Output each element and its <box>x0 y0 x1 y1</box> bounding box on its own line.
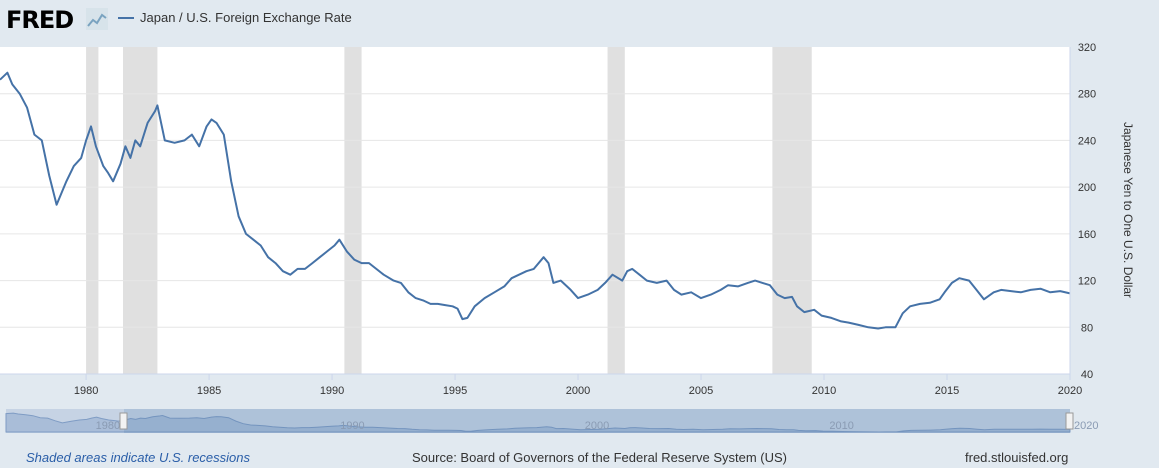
line-chart[interactable]: 1980 1985 1990 1995 2000 2005 2010 2015 2020 40 8… <box>0 0 1159 445</box>
recession-band <box>607 47 625 374</box>
y-tick-label: 240 <box>1078 135 1096 147</box>
chart-header: FRED Japan / U.S. Foreign Exchange Rate <box>0 0 1159 40</box>
y-tick-label: 200 <box>1078 182 1096 194</box>
legend-label: Japan / U.S. Foreign Exchange Rate <box>140 10 352 25</box>
y-tick-label: 120 <box>1078 276 1096 288</box>
navigator-handle-right[interactable] <box>1065 412 1074 430</box>
legend-swatch <box>118 16 134 19</box>
navigator-labels: 1980 1990 2000 2010 2020 <box>96 420 1099 432</box>
series-layer <box>0 71 1071 330</box>
navigator-selection <box>124 409 1070 433</box>
plot-background <box>0 47 1070 374</box>
recession-bands <box>86 47 812 374</box>
gridlines <box>0 93 1070 328</box>
y-tick-label: 160 <box>1078 229 1096 241</box>
recession-band <box>344 47 362 374</box>
x-tick-label: 1980 <box>74 385 98 397</box>
navigator-label: 2020 <box>1074 420 1098 432</box>
x-tick-label: 2015 <box>935 385 959 397</box>
x-tick-label: 2020 <box>1058 385 1082 397</box>
x-tick-label: 2000 <box>566 385 590 397</box>
navigator-label: 2010 <box>829 420 853 432</box>
y-axis-label: Japanese Yen to One U.S. Dollar <box>1121 122 1135 298</box>
navigator-label: 2000 <box>585 420 609 432</box>
range-navigator[interactable]: 1980 1990 2000 2010 2020 <box>5 409 1099 433</box>
recession-band <box>772 47 812 374</box>
recession-band <box>122 47 158 374</box>
x-tick-label: 1985 <box>197 385 221 397</box>
chart-line-icon <box>86 8 108 30</box>
y-tick-label: 80 <box>1081 322 1093 334</box>
series-line <box>0 71 1071 330</box>
x-tick-label: 2005 <box>689 385 713 397</box>
x-tick-label: 1995 <box>443 385 467 397</box>
navigator-handle-left[interactable] <box>119 412 128 430</box>
y-tick-label: 320 <box>1078 42 1096 54</box>
fred-logo[interactable]: FRED <box>6 6 74 34</box>
x-axis: 1980 1985 1990 1995 2000 2005 2010 2015 2020 <box>0 373 1082 397</box>
chart-footer: Shaded areas indicate U.S. recessions So… <box>0 445 1159 468</box>
x-tick-label: 1990 <box>320 385 344 397</box>
x-tick-label: 2010 <box>812 385 836 397</box>
source-note: Source: Board of Governors of the Federa… <box>412 450 787 465</box>
recession-note: Shaded areas indicate U.S. recessions <box>26 450 251 465</box>
y-axis: 40 80 120 160 200 240 280 320 <box>1069 42 1096 381</box>
legend-item[interactable]: Japan / U.S. Foreign Exchange Rate <box>118 10 352 25</box>
navigator-label: 1980 <box>96 420 120 432</box>
recession-band <box>86 47 99 374</box>
y-tick-label: 280 <box>1078 89 1096 101</box>
y-tick-label: 40 <box>1081 369 1093 381</box>
site-link[interactable]: fred.stlouisfed.org <box>965 450 1069 465</box>
navigator-series-area <box>5 412 1071 433</box>
navigator-label: 1990 <box>340 420 364 432</box>
